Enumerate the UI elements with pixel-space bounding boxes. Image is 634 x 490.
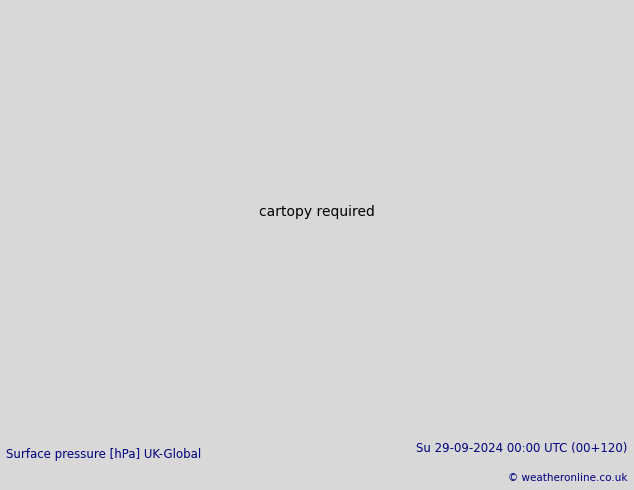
- Text: Su 29-09-2024 00:00 UTC (00+120): Su 29-09-2024 00:00 UTC (00+120): [417, 442, 628, 455]
- Text: cartopy required: cartopy required: [259, 205, 375, 219]
- Text: Surface pressure [hPa] UK-Global: Surface pressure [hPa] UK-Global: [6, 448, 202, 461]
- Text: © weatheronline.co.uk: © weatheronline.co.uk: [508, 473, 628, 483]
